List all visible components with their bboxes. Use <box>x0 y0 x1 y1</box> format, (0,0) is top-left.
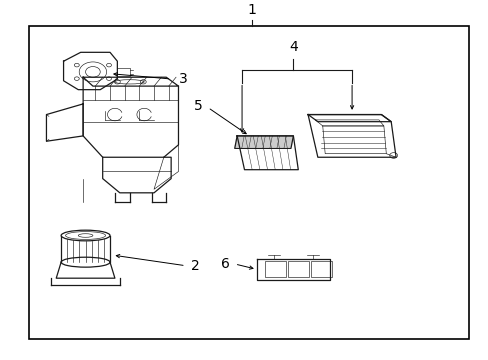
Bar <box>264 261 285 277</box>
Bar <box>287 261 308 277</box>
Text: 2: 2 <box>190 259 199 273</box>
Text: 4: 4 <box>288 40 297 54</box>
Bar <box>310 261 331 277</box>
Text: 1: 1 <box>247 3 256 17</box>
Text: 6: 6 <box>221 257 229 271</box>
Text: 3: 3 <box>178 72 187 86</box>
Text: 5: 5 <box>194 99 203 113</box>
Bar <box>29 26 468 339</box>
